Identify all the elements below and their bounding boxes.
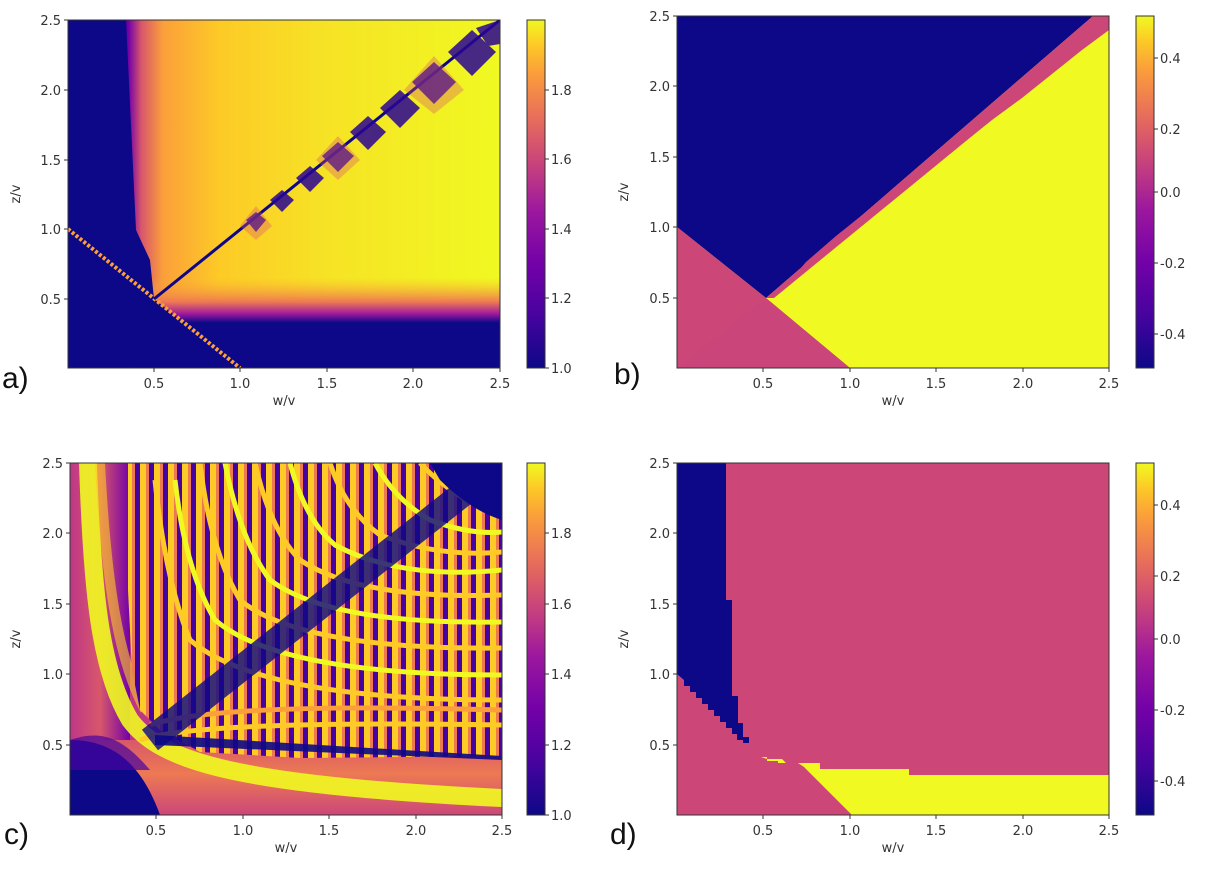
y-tick: 0.5 xyxy=(42,739,63,754)
colorbar-tick: 1.2 xyxy=(551,292,572,307)
y-tick: 2.5 xyxy=(649,457,670,472)
colorbar-b xyxy=(1135,15,1155,369)
y-tick: 1.0 xyxy=(649,221,670,236)
colorbar-tick: -0.2 xyxy=(1160,704,1185,719)
colorbar-tick: -0.2 xyxy=(1160,257,1185,272)
y-tick: 2.5 xyxy=(42,457,63,472)
x-tick: 1.0 xyxy=(233,824,254,839)
x-tick: 1.5 xyxy=(317,377,338,392)
colorbar-tick: 0.2 xyxy=(1160,123,1181,138)
heatmap-b: 0.5 1.0 1.5 2.0 2.5 0.5 1.0 1.5 2.0 2.5 … xyxy=(614,10,1185,409)
heatmap-d: 0.5 1.0 1.5 2.0 2.5 0.5 1.0 1.5 2.0 2.5 … xyxy=(610,457,1185,856)
x-axis-label: w/v xyxy=(882,394,905,409)
panel-b: 0.5 1.0 1.5 2.0 2.5 0.5 1.0 1.5 2.0 2.5 … xyxy=(606,0,1212,430)
x-tick: 1.5 xyxy=(926,377,947,392)
y-tick: 0.5 xyxy=(649,292,670,307)
y-axis-label: z/v xyxy=(617,182,632,201)
colorbar-tick: -0.4 xyxy=(1160,775,1185,790)
x-tick: 2.5 xyxy=(1099,377,1120,392)
heatmap-a: 0.5 1.0 1.5 2.0 2.5 0.5 1.0 1.5 2.0 2.5 … xyxy=(2,14,572,409)
colorbar-tick: 1.8 xyxy=(551,84,572,99)
colorbar-tick: 1.4 xyxy=(551,668,572,683)
y-tick: 2.0 xyxy=(649,80,670,95)
x-tick: 2.0 xyxy=(1013,377,1034,392)
x-tick: 0.5 xyxy=(753,824,774,839)
x-tick: 0.5 xyxy=(146,824,167,839)
y-tick: 2.5 xyxy=(649,10,670,25)
x-tick: 2.0 xyxy=(403,377,424,392)
x-tick: 2.5 xyxy=(1099,824,1120,839)
colorbar-tick: 1.6 xyxy=(551,153,572,168)
x-tick: 1.0 xyxy=(840,824,861,839)
x-axis-label: w/v xyxy=(882,841,905,856)
y-tick: 2.5 xyxy=(40,14,61,29)
panel-c: 0.5 1.0 1.5 2.0 2.5 0.5 1.0 1.5 2.0 2.5 … xyxy=(0,440,600,872)
colorbar-d xyxy=(1135,462,1155,816)
panel-label-c: c) xyxy=(4,818,29,851)
colorbar-tick: 0.2 xyxy=(1160,570,1181,585)
y-tick: 0.5 xyxy=(40,293,61,308)
x-tick: 0.5 xyxy=(753,377,774,392)
colorbar-tick: 1.8 xyxy=(551,527,572,542)
x-tick: 1.0 xyxy=(230,377,251,392)
colorbar-tick: 1.0 xyxy=(551,809,572,824)
colorbar-tick: 0.4 xyxy=(1160,499,1181,514)
panel-d: 0.5 1.0 1.5 2.0 2.5 0.5 1.0 1.5 2.0 2.5 … xyxy=(606,440,1212,872)
colorbar-tick: 1.6 xyxy=(551,598,572,613)
x-tick: 0.5 xyxy=(144,377,165,392)
colorbar-tick: 0.0 xyxy=(1160,633,1181,648)
y-tick: 0.5 xyxy=(649,739,670,754)
y-axis-label: z/v xyxy=(617,629,632,648)
y-tick: 1.5 xyxy=(649,598,670,613)
x-tick: 1.5 xyxy=(319,824,340,839)
y-tick: 2.0 xyxy=(42,527,63,542)
colorbar-tick: 1.4 xyxy=(551,223,572,238)
y-tick: 1.5 xyxy=(40,154,61,169)
panel-label-d: d) xyxy=(610,818,637,851)
y-tick: 1.5 xyxy=(42,598,63,613)
x-axis-label: w/v xyxy=(273,394,296,409)
colorbar-tick: 1.2 xyxy=(551,739,572,754)
heatmap-c: 0.5 1.0 1.5 2.0 2.5 0.5 1.0 1.5 2.0 2.5 … xyxy=(4,457,572,856)
y-tick: 2.0 xyxy=(40,84,61,99)
colorbar-tick: 0.0 xyxy=(1160,186,1181,201)
panel-label-a: a) xyxy=(2,362,29,395)
x-tick: 2.0 xyxy=(1013,824,1034,839)
panel-label-b: b) xyxy=(614,358,641,391)
x-tick: 2.5 xyxy=(490,377,511,392)
x-tick: 1.5 xyxy=(926,824,947,839)
x-tick: 2.0 xyxy=(406,824,427,839)
y-tick: 1.0 xyxy=(40,223,61,238)
colorbar-tick: -0.4 xyxy=(1160,328,1185,343)
x-axis-label: w/v xyxy=(275,841,298,856)
y-tick: 1.5 xyxy=(649,151,670,166)
y-tick: 1.0 xyxy=(649,668,670,683)
y-axis-label: z/v xyxy=(9,629,24,648)
colorbar-tick: 0.4 xyxy=(1160,52,1181,67)
y-tick: 2.0 xyxy=(649,527,670,542)
x-tick: 2.5 xyxy=(492,824,513,839)
panel-a: 0.5 1.0 1.5 2.0 2.5 0.5 1.0 1.5 2.0 2.5 … xyxy=(0,0,600,430)
x-tick: 1.0 xyxy=(840,377,861,392)
colorbar-a xyxy=(526,19,546,369)
y-axis-label: z/v xyxy=(9,184,24,203)
colorbar-tick: 1.0 xyxy=(551,362,572,377)
y-tick: 1.0 xyxy=(42,668,63,683)
colorbar-c xyxy=(526,462,546,816)
